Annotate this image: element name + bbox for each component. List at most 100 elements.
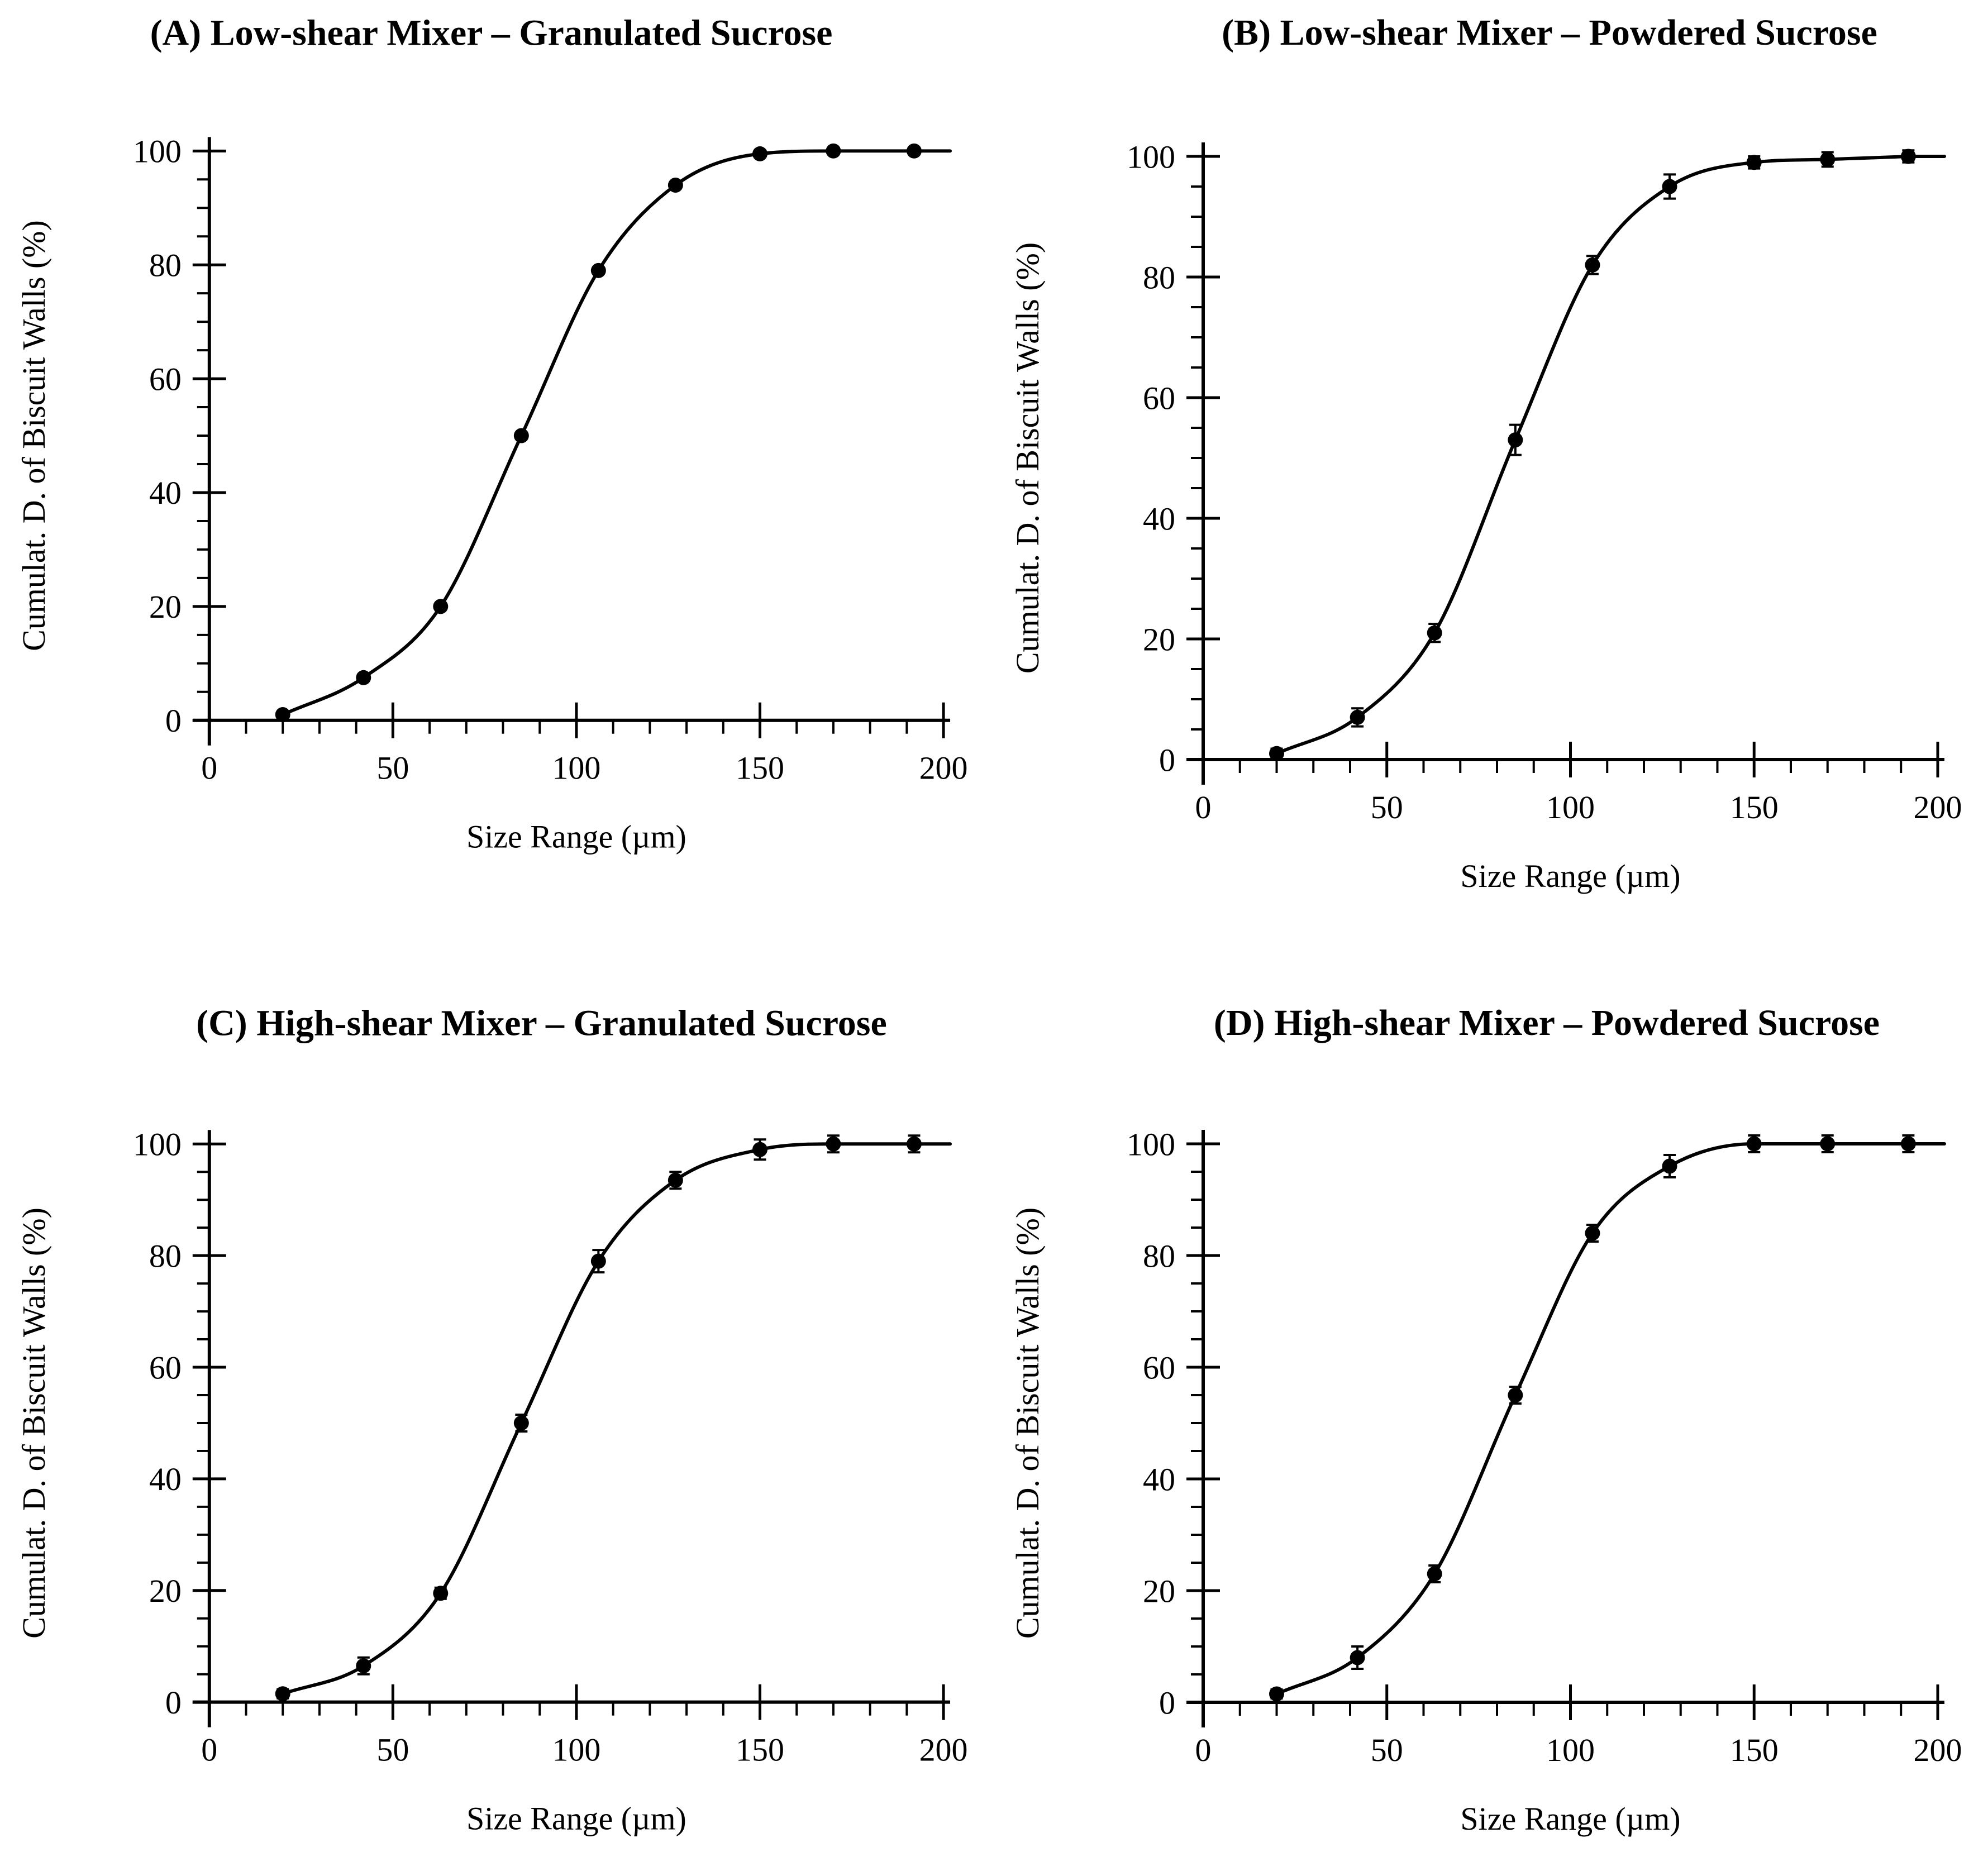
data-point [1508,1387,1523,1403]
data-point [1585,257,1600,273]
x-axis-label: Size Range (µm) [466,819,686,855]
data-point [1585,1225,1600,1241]
x-axis-label: Size Range (µm) [1460,858,1680,894]
data-point [1746,1136,1762,1152]
data-point [906,143,922,159]
x-tick-label: 100 [1546,789,1595,825]
x-tick-label: 50 [1371,789,1403,825]
data-point [1662,1158,1677,1174]
y-tick-label: 60 [149,361,182,397]
data-point [906,1136,922,1152]
data-point [1269,1686,1284,1702]
y-tick-label: 40 [149,1461,182,1497]
y-tick-label: 40 [1143,1461,1175,1497]
data-point [1427,1566,1442,1582]
x-axis-label: Size Range (µm) [466,1801,686,1837]
data-point [1900,1136,1916,1152]
x-tick-label: 150 [736,750,784,786]
data-point [668,1172,683,1188]
data-point [1820,1136,1836,1152]
x-tick-label: 150 [1730,1732,1779,1768]
series-line [281,1142,952,1696]
x-tick-label: 50 [376,750,409,786]
series-line [281,149,952,717]
y-tick-label: 40 [1143,500,1175,537]
y-tick-label: 0 [1159,742,1175,778]
data-point [356,1658,371,1674]
series-line [1275,155,1946,756]
data-point [433,599,449,614]
data-point [590,262,606,278]
data-point [826,143,841,159]
data-point [1820,151,1836,167]
x-tick-label: 0 [201,750,217,786]
y-tick-label: 100 [1127,1126,1175,1162]
data-point [590,1253,606,1269]
x-tick-label: 0 [1195,1732,1212,1768]
data-point [1662,179,1677,194]
chart-panel-d: (D) High-shear Mixer – Powdered Sucrose 0… [994,926,1988,1852]
chart-panel-b: (B) Low-shear Mixer – Powdered Sucrose 0 2… [994,0,1988,926]
y-tick-label: 20 [149,589,182,625]
x-tick-label: 50 [1371,1732,1403,1768]
chart-panel-c: (C) High-shear Mixer – Granulated Sucros… [0,926,994,1852]
x-tick-label: 0 [1195,789,1212,825]
y-tick-label: 60 [149,1349,182,1386]
y-tick-label: 40 [149,475,182,511]
data-point [513,1415,529,1431]
data-point [356,670,371,685]
data-point [275,707,290,723]
data-point [826,1136,841,1152]
y-tick-label: 100 [133,133,182,170]
chart-a-svg: (A) Low-shear Mixer – Granulated Sucrose… [16,12,968,855]
y-tick-label: 80 [1143,259,1175,295]
y-tick-label: 20 [149,1573,182,1609]
data-point [1350,1650,1365,1665]
y-tick-label: 20 [1143,1573,1175,1609]
y-tick-label: 0 [1159,1684,1175,1721]
x-tick-label: 100 [552,750,600,786]
y-tick-label: 80 [149,1238,182,1274]
y-axis-label: Cumulat. D. of Biscuit Walls (%) [1009,1207,1046,1639]
y-tick-label: 20 [1143,621,1175,657]
x-tick-label: 150 [736,1732,784,1768]
x-tick-label: 50 [376,1732,409,1768]
y-tick-label: 0 [165,1684,182,1721]
data-point [1427,625,1442,641]
x-tick-label: 100 [1546,1732,1595,1768]
data-point [1900,149,1916,164]
data-point [1508,432,1523,448]
data-point [275,1686,290,1702]
x-tick-label: 100 [552,1732,600,1768]
x-tick-label: 200 [1914,1732,1962,1768]
y-tick-label: 80 [149,247,182,283]
series-line [1275,1142,1946,1696]
data-point [752,1142,767,1157]
x-tick-label: 150 [1730,789,1779,825]
y-tick-label: 60 [1143,1349,1175,1386]
data-point [513,428,529,443]
y-tick-label: 80 [1143,1238,1175,1274]
y-tick-label: 0 [165,703,182,739]
data-point [433,1586,449,1601]
data-point [1350,709,1365,725]
x-tick-label: 200 [919,750,968,786]
x-axis-label: Size Range (µm) [1460,1801,1680,1837]
x-tick-label: 200 [1914,789,1962,825]
data-point [1746,155,1762,170]
chart-c-svg: (C) High-shear Mixer – Granulated Sucros… [16,1003,968,1837]
chart-panel-a: (A) Low-shear Mixer – Granulated Sucrose… [0,0,994,926]
x-tick-label: 0 [201,1732,217,1768]
y-tick-label: 60 [1143,380,1175,416]
panel-title: (D) High-shear Mixer – Powdered Sucrose [1214,1003,1880,1043]
data-point [752,146,767,161]
panel-title: (B) Low-shear Mixer – Powdered Sucrose [1222,12,1877,53]
y-axis-label: Cumulat. D. of Biscuit Walls (%) [16,1207,52,1639]
y-axis-label: Cumulat. D. of Biscuit Walls (%) [16,220,52,651]
panel-title: (C) High-shear Mixer – Granulated Sucros… [196,1003,887,1043]
y-axis-label: Cumulat. D. of Biscuit Walls (%) [1009,242,1046,674]
data-point [668,177,683,193]
y-tick-label: 100 [1127,139,1175,175]
x-tick-label: 200 [919,1732,968,1768]
